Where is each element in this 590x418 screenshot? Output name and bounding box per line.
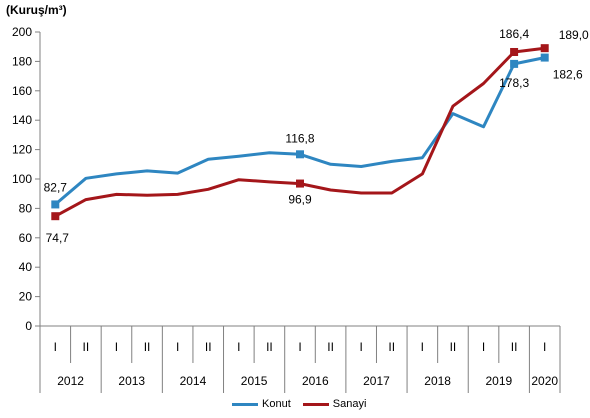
x-tick-label: II (205, 340, 212, 354)
series-markers (51, 44, 549, 221)
year-label-2013: 2013 (118, 374, 145, 388)
data-label-konut-15: 178,3 (499, 76, 529, 90)
x-tick-label: I (421, 340, 424, 354)
year-label-2015: 2015 (241, 374, 268, 388)
x-tick-label: II (144, 340, 151, 354)
legend-label-sanayi: Sanayi (332, 398, 367, 410)
legend-item-konut: Konut (232, 398, 291, 410)
x-tick-label: I (115, 340, 118, 354)
x-tick-label: I (543, 340, 546, 354)
year-label-2018: 2018 (424, 374, 451, 388)
data-label-sanayi-8: 96,9 (288, 193, 312, 207)
marker-sanayi-15 (510, 47, 519, 56)
data-label-konut-8: 116,8 (285, 131, 314, 145)
y-tick-label-40: 40 (19, 260, 33, 274)
x-tick-label: II (450, 340, 457, 354)
legend-swatch-konut (232, 402, 258, 406)
marker-konut-15 (510, 59, 519, 68)
marker-konut-8 (296, 150, 304, 159)
y-tick-label-180: 180 (12, 54, 32, 68)
x-tick-label: I (360, 340, 363, 354)
marker-sanayi-16 (540, 44, 549, 53)
x-tick-label: I (237, 340, 240, 354)
x-tick-label: I (54, 340, 57, 354)
unit-label: (Kuruş/m³) (6, 3, 67, 17)
legend-label-konut: Konut (262, 398, 291, 410)
year-label-2014: 2014 (180, 374, 207, 388)
y-tick-label-60: 60 (19, 231, 33, 245)
legend: Konut Sanayi (232, 398, 378, 410)
y-tick-label-80: 80 (19, 201, 33, 215)
year-label-2020: 2020 (531, 374, 558, 388)
marker-konut-16 (540, 53, 549, 62)
y-tick-label-20: 20 (19, 290, 33, 304)
marker-sanayi-0 (51, 212, 60, 221)
x-tick-label: II (83, 340, 90, 354)
x-tick-label: I (482, 340, 485, 354)
data-label-sanayi-16: 189,0 (559, 28, 589, 42)
y-tick-label-160: 160 (12, 84, 32, 98)
data-label-konut-0: 82,7 (44, 180, 68, 194)
x-tick-label: II (511, 340, 518, 354)
data-labels: 82,7 74,7 116,8 96,9 186,4 178,3 189,0 182,6 (44, 27, 589, 245)
y-tick-label-100: 100 (12, 172, 32, 186)
x-tick-label: II (388, 340, 395, 354)
year-label-2016: 2016 (302, 374, 329, 388)
year-label-2012: 2012 (57, 374, 84, 388)
y-tick-label-200: 200 (12, 25, 32, 39)
year-label-2019: 2019 (485, 374, 512, 388)
x-tick-label: I (176, 340, 179, 354)
data-label-sanayi-0: 74,7 (46, 231, 70, 245)
legend-swatch-sanayi (302, 402, 329, 406)
data-label-sanayi-15: 186,4 (499, 27, 529, 41)
y-tick-label-0: 0 (25, 319, 32, 333)
marker-sanayi-8 (296, 179, 304, 188)
data-label-konut-16: 182,6 (553, 68, 583, 82)
legend-item-sanayi: Sanayi (302, 398, 367, 410)
x-tick-label: II (266, 340, 273, 354)
y-tick-label-120: 120 (12, 143, 32, 157)
x-tick-label: II (327, 340, 334, 354)
y-tick-label-140: 140 (12, 113, 32, 127)
year-label-2017: 2017 (363, 374, 390, 388)
x-tick-label: I (298, 340, 301, 354)
marker-konut-0 (51, 200, 60, 209)
